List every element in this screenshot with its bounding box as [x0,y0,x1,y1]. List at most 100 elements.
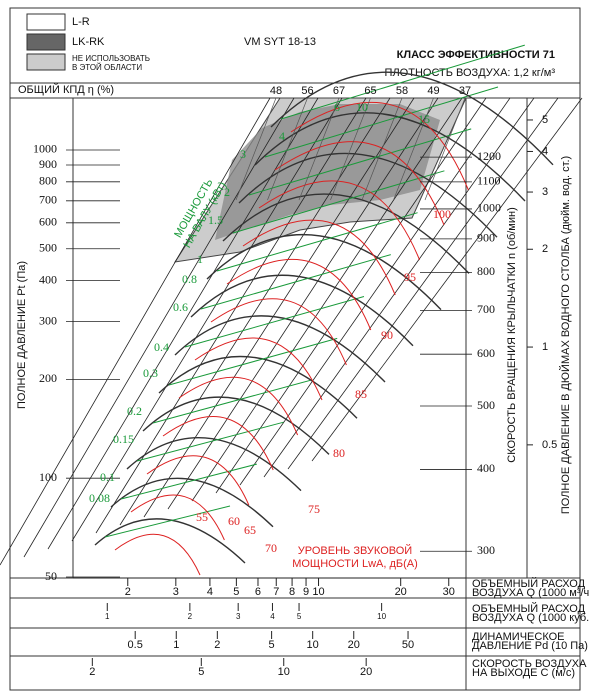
pd-tick-label: 1 [173,639,179,651]
inch-tick-label: 1 [542,341,548,353]
sound-curve [114,533,201,576]
efficiency-line [267,97,308,201]
sound-label: 60 [228,514,240,528]
pd-tick-label: 2 [214,639,220,651]
velocity-axis-label: СКОРОСТЬ ВОЗДУХА [472,658,587,670]
speed-diagonal [0,97,271,566]
sound-curve [178,376,299,436]
pressure-tick-label: 600 [39,215,57,229]
fan-curve [110,477,274,528]
pd-tick-label: 20 [348,639,360,651]
pressure-tick-label: 1000 [33,142,57,156]
power-label: 1 [197,252,203,266]
inch-tick-label: 0.5 [542,439,557,451]
velocity-axis-label: НА ВЫХОДЕ C (м/с) [472,667,575,679]
efficiency-line [361,97,403,201]
sound-curve [258,180,421,261]
cfm-tick-label: 10 [377,612,386,621]
pd-axis-label: ДАВЛЕНИЕ Pd (10 Па) [472,640,588,652]
power-label: 0.2 [127,404,142,418]
fan-curve [238,152,498,238]
fan-curve [126,437,302,492]
pressure-tick-label: 400 [39,272,57,286]
power-label: 6 [334,100,340,114]
sound-curve [290,101,469,191]
efficiency-line [393,97,434,201]
flow-axis-label: ВОЗДУХА Q (1000 м³/ч) [472,587,589,599]
flow-tick-label: 5 [233,586,239,598]
power-label: 4 [279,129,285,143]
flow-tick-label: 30 [443,586,455,598]
power-curve [168,337,338,386]
inch-tick-label: 5 [542,114,548,126]
speed-diagonal [47,97,319,550]
legend-label: НЕ ИСПОЛЬЗОВАТЬ [72,54,150,63]
power-curve [184,296,365,348]
fan-curve [158,355,358,419]
efficiency-class: КЛАСС ЭФФЕКТИВНОСТИ 71 [397,49,555,61]
speed-tick-label: 400 [477,461,495,475]
legend-swatch [26,53,66,71]
pd-tick-label: 5 [269,639,275,651]
flow-tick-label: 4 [207,586,213,598]
pd-tick-label: 10 [307,639,319,651]
inch-tick-label: 4 [542,145,548,157]
sound-curve [162,416,274,471]
speed-tick-label: 300 [477,543,495,557]
speed-tick-label: 500 [477,398,495,412]
sound-title: УРОВЕНЬ ЗВУКОВОЙ [298,544,412,557]
speed-tick-label: 1000 [477,201,501,215]
efficiency-axis-label: ОБЩИЙ КПД η (%) [18,83,114,96]
cfm-axis-label: ОБЪЕМНЫЙ РАСХОД [472,602,586,615]
legend-swatch [26,33,66,51]
speed-diagonal [71,97,343,542]
outer-border [9,7,581,691]
speed-tick-label: 1100 [477,174,501,188]
power-label: 0.15 [113,432,134,446]
speed-diagonal [287,97,559,470]
speed-diagonal [23,97,295,558]
pressure-axis-label: ПОЛНОЕ ДАВЛЕНИЕ Pt (Па) [16,261,28,409]
efficiency-tick-label: 37 [459,85,471,97]
speed-diagonal [263,97,535,478]
fan-curve [142,396,330,455]
power-curve [120,463,257,500]
power-label: 1.5 [208,213,223,227]
flow-tick-label: 6 [255,586,261,598]
speed-diagonal [191,97,463,502]
cfm-tick-label: 5 [297,612,302,621]
power-curve [248,128,472,196]
pd-tick-label: 50 [402,639,414,651]
power-curve [200,254,391,310]
sound-curve [226,259,372,331]
fan-curve [190,274,414,347]
pressure-tick-label: 900 [39,157,57,171]
pressure-tick-label: 800 [39,174,57,188]
sound-curve [210,298,347,366]
sound-curve [242,219,396,296]
sound-label: 65 [244,523,256,537]
pressure-tick-label: 100 [39,470,57,484]
speed-diagonal [311,97,583,462]
flow-axis-label: ОБЪЕМНЫЙ РАСХОД [472,577,586,590]
power-curve [264,86,499,158]
speed-diagonal [239,97,511,486]
efficiency-line [424,97,466,201]
efficiency-line [298,97,340,201]
flow-tick-label: 9 [303,586,309,598]
flow-tick-label: 3 [173,586,179,598]
power-label: 0.3 [143,366,158,380]
pressure-tick-label: 300 [39,313,57,327]
speed-tick-label: 600 [477,346,495,360]
air-density: ПЛОТНОСТЬ ВОЗДУХА: 1,2 кг/м³ [385,67,556,79]
efficiency-tick-label: 67 [333,85,345,97]
efficiency-tick-label: 49 [427,85,439,97]
velocity-tick-label: 5 [198,666,204,678]
cfm-axis-label: ВОЗДУХА Q (1000 куб. фут/мин) [472,612,589,624]
speed-tick-label: 800 [477,264,495,278]
power-label: 3 [240,147,246,161]
sound-label: 70 [265,541,277,555]
velocity-tick-label: 10 [278,666,290,678]
cfm-tick-label: 1 [105,612,110,621]
